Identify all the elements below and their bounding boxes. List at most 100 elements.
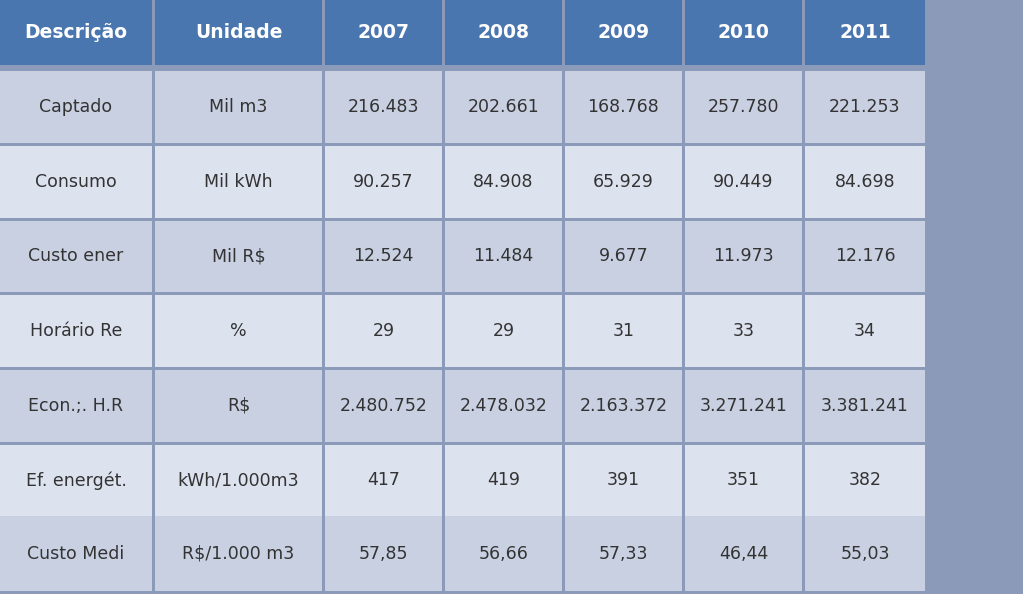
Bar <box>805 146 925 217</box>
Bar <box>325 220 442 292</box>
Bar <box>685 516 802 591</box>
Bar <box>805 295 925 367</box>
Bar <box>565 516 682 591</box>
Text: 29: 29 <box>372 322 395 340</box>
Bar <box>0 516 152 591</box>
Text: 216.483: 216.483 <box>348 98 419 116</box>
Text: 9.677: 9.677 <box>598 248 649 266</box>
Text: 57,33: 57,33 <box>598 545 649 563</box>
Text: 168.768: 168.768 <box>587 98 660 116</box>
Bar <box>155 146 322 217</box>
Text: 257.780: 257.780 <box>708 98 780 116</box>
Text: 12.176: 12.176 <box>835 248 895 266</box>
Text: 3.271.241: 3.271.241 <box>700 397 788 415</box>
Bar <box>685 0 802 65</box>
Bar <box>685 71 802 143</box>
Bar <box>155 0 322 65</box>
Bar <box>155 370 322 442</box>
Bar <box>445 370 562 442</box>
Text: 29: 29 <box>492 322 515 340</box>
Bar <box>155 71 322 143</box>
Text: 46,44: 46,44 <box>719 545 768 563</box>
Text: 84.908: 84.908 <box>474 173 534 191</box>
Bar <box>805 516 925 591</box>
Text: 2.478.032: 2.478.032 <box>459 397 547 415</box>
Text: 56,66: 56,66 <box>479 545 529 563</box>
Bar <box>685 146 802 217</box>
Text: 90.257: 90.257 <box>353 173 414 191</box>
Text: 2007: 2007 <box>357 23 409 42</box>
Text: Descrição: Descrição <box>25 23 128 42</box>
Text: 12.524: 12.524 <box>353 248 413 266</box>
Bar <box>325 146 442 217</box>
Text: 55,03: 55,03 <box>840 545 890 563</box>
Bar <box>325 0 442 65</box>
Bar <box>445 295 562 367</box>
Bar <box>565 295 682 367</box>
Text: 2.163.372: 2.163.372 <box>579 397 668 415</box>
Text: 3.381.241: 3.381.241 <box>821 397 909 415</box>
Bar <box>565 370 682 442</box>
Bar <box>0 295 152 367</box>
Bar <box>565 146 682 217</box>
Text: Custo Medi: Custo Medi <box>28 545 125 563</box>
Bar <box>325 445 442 516</box>
Text: 65.929: 65.929 <box>593 173 654 191</box>
Bar <box>325 71 442 143</box>
Bar <box>805 445 925 516</box>
Text: 202.661: 202.661 <box>468 98 539 116</box>
Text: 2011: 2011 <box>839 23 891 42</box>
Bar <box>0 146 152 217</box>
Bar <box>445 220 562 292</box>
Bar <box>325 516 442 591</box>
Text: 57,85: 57,85 <box>359 545 408 563</box>
Bar <box>685 445 802 516</box>
Text: Mil R$: Mil R$ <box>212 248 265 266</box>
Text: Captado: Captado <box>40 98 113 116</box>
Text: 2010: 2010 <box>717 23 769 42</box>
Text: 84.698: 84.698 <box>835 173 895 191</box>
Text: Unidade: Unidade <box>194 23 282 42</box>
Text: 351: 351 <box>727 472 760 489</box>
Text: 391: 391 <box>607 472 640 489</box>
Text: Ef. energét.: Ef. energét. <box>26 471 127 489</box>
Bar <box>805 370 925 442</box>
Text: 34: 34 <box>854 322 876 340</box>
Bar <box>685 370 802 442</box>
Text: 382: 382 <box>848 472 882 489</box>
Bar <box>445 445 562 516</box>
Bar <box>565 0 682 65</box>
Text: 90.449: 90.449 <box>713 173 773 191</box>
Text: 417: 417 <box>367 472 400 489</box>
Text: Mil kWh: Mil kWh <box>205 173 273 191</box>
Bar <box>805 71 925 143</box>
Bar <box>565 220 682 292</box>
Text: 11.484: 11.484 <box>474 248 534 266</box>
Text: kWh/1.000m3: kWh/1.000m3 <box>178 472 300 489</box>
Text: Econ.;. H.R: Econ.;. H.R <box>29 397 124 415</box>
Text: Mil m3: Mil m3 <box>210 98 268 116</box>
Bar <box>155 220 322 292</box>
Text: %: % <box>230 322 247 340</box>
Bar <box>445 516 562 591</box>
Bar <box>155 445 322 516</box>
Text: Consumo: Consumo <box>35 173 117 191</box>
Text: 11.973: 11.973 <box>713 248 773 266</box>
Bar <box>0 370 152 442</box>
Bar <box>325 295 442 367</box>
Bar <box>445 146 562 217</box>
Text: 31: 31 <box>613 322 634 340</box>
Text: R$/1.000 m3: R$/1.000 m3 <box>182 545 295 563</box>
Bar <box>0 0 152 65</box>
Text: Horário Re: Horário Re <box>30 322 122 340</box>
Bar <box>565 445 682 516</box>
Bar <box>445 0 562 65</box>
Bar <box>805 0 925 65</box>
Text: 33: 33 <box>732 322 755 340</box>
Text: Custo ener: Custo ener <box>29 248 124 266</box>
Bar <box>0 71 152 143</box>
Bar <box>685 295 802 367</box>
Text: R$: R$ <box>227 397 251 415</box>
Text: 221.253: 221.253 <box>830 98 900 116</box>
Bar <box>565 71 682 143</box>
